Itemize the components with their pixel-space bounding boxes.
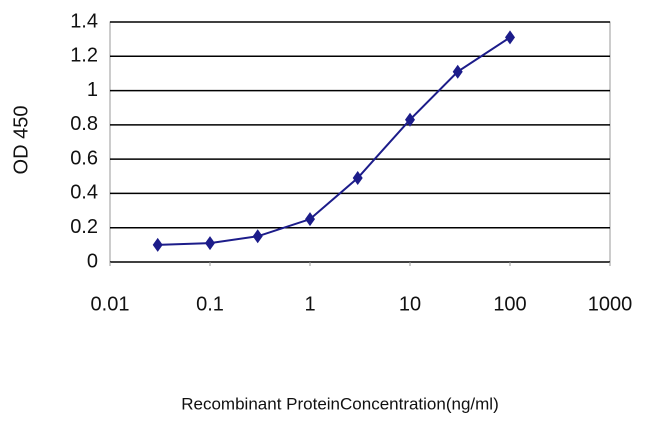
y-tick-label: 1	[87, 79, 98, 101]
point	[452, 64, 463, 79]
y-tick-label: 0	[87, 250, 98, 272]
y-tick-label: 1.2	[70, 45, 98, 67]
point	[405, 112, 415, 127]
point	[305, 212, 315, 227]
point	[152, 237, 163, 252]
point	[205, 236, 215, 251]
x-axis-title: Recombinant ProteinConcentration(ng/ml)	[181, 394, 499, 413]
y-axis-title: OD 450	[10, 106, 32, 175]
x-tick-label: 0.01	[91, 293, 130, 315]
y-tick-label: 0.4	[70, 182, 98, 204]
x-tick-label: 0.1	[196, 293, 224, 315]
x-tick-label: 10	[399, 293, 421, 315]
plot-area	[109, 21, 611, 263]
y-tick-label: 0.8	[70, 113, 98, 135]
x-tick-label: 1000	[588, 293, 633, 315]
point	[352, 171, 363, 185]
y-tick-label: 1.4	[70, 10, 98, 32]
y-tick-label: 0.6	[70, 147, 98, 169]
x-tick-label: 1	[304, 293, 315, 315]
y-tick-label: 0.2	[70, 216, 98, 238]
series-line	[157, 36, 511, 246]
point	[252, 229, 263, 244]
x-tick-label: 100	[493, 293, 526, 315]
point	[505, 30, 515, 45]
